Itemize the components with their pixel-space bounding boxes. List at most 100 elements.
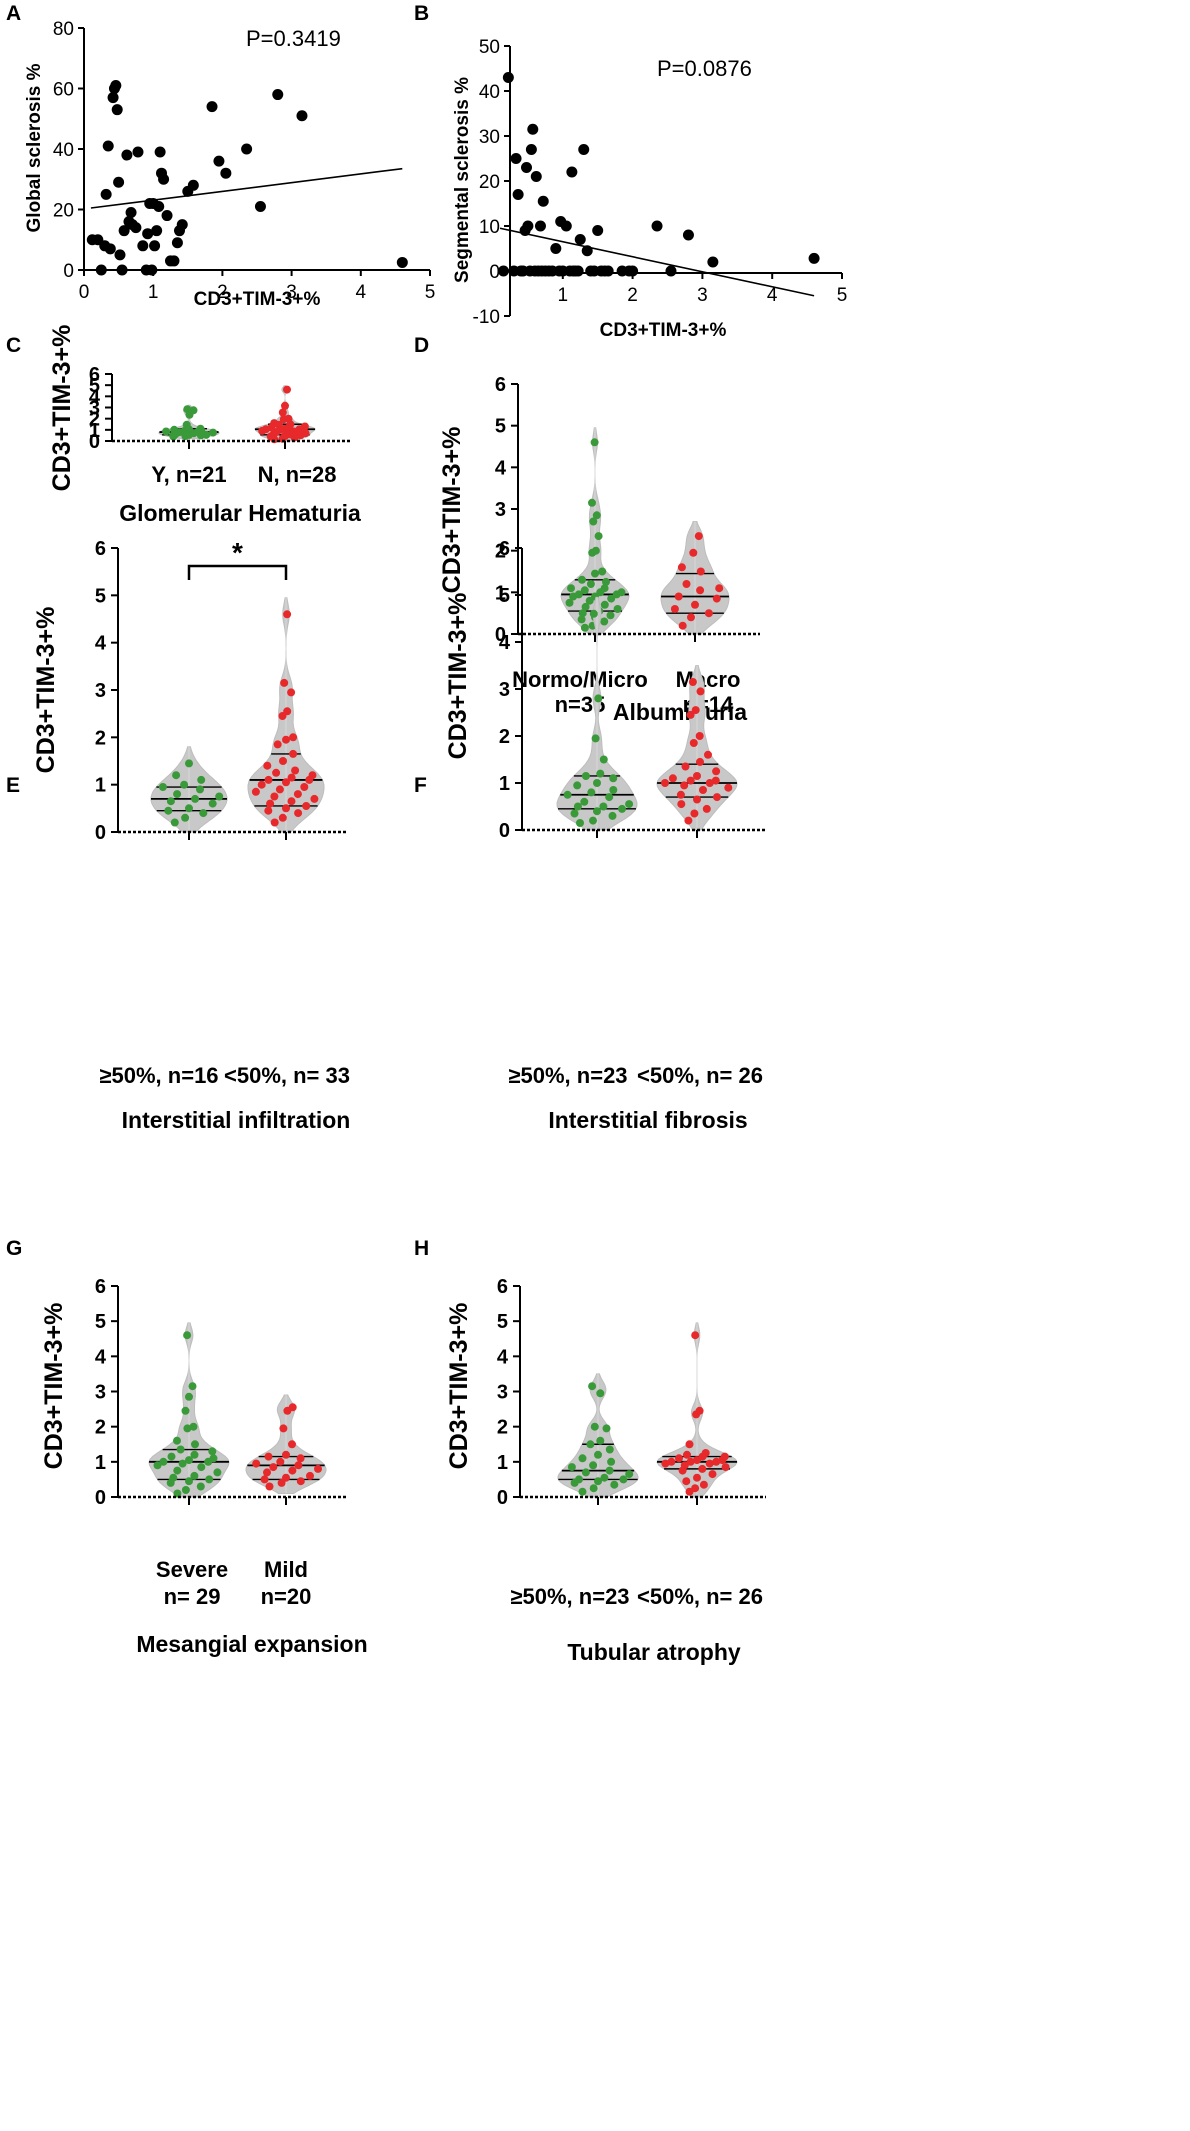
data-point [721, 1463, 730, 1472]
y-tick-label: 4 [495, 457, 507, 479]
data-point [181, 1486, 190, 1494]
data-point [698, 1464, 707, 1473]
y-tick-label: 5 [497, 1311, 508, 1333]
data-point [589, 609, 598, 618]
data-point [278, 408, 287, 417]
data-point [602, 265, 614, 277]
data-point [185, 804, 193, 813]
data-point [586, 1440, 595, 1449]
data-point [289, 733, 298, 742]
data-point [252, 1459, 261, 1468]
data-point [581, 1468, 590, 1477]
data-point [573, 802, 582, 811]
data-point [574, 234, 586, 245]
data-point [600, 600, 609, 609]
data-point [265, 1482, 274, 1491]
data-point [162, 427, 171, 436]
panel-label-b: B [414, 2, 429, 25]
y-tick-label: -10 [473, 307, 500, 328]
data-point [302, 802, 311, 810]
data-point [291, 766, 300, 775]
data-point [310, 794, 319, 803]
data-point [185, 759, 193, 768]
y-tick-label: 1 [89, 420, 100, 442]
x-axis-label: Albuminuria [613, 699, 747, 725]
data-point [196, 785, 204, 794]
y-tick-label: 2 [499, 726, 510, 748]
data-point [661, 779, 669, 787]
data-point [724, 783, 733, 792]
data-point [580, 623, 589, 632]
data-point [677, 563, 686, 572]
data-point [581, 772, 590, 780]
x-tick-label: 0 [79, 282, 90, 303]
data-point [185, 1392, 193, 1401]
data-point [279, 757, 287, 765]
data-point [283, 610, 292, 619]
data-point [294, 1461, 303, 1470]
y-tick-label: 0 [499, 820, 510, 842]
data-point [605, 1445, 614, 1454]
data-point [696, 567, 705, 576]
data-point [209, 1454, 218, 1463]
data-point [687, 613, 695, 622]
y-tick-label: 3 [95, 1382, 106, 1404]
data-point [610, 1480, 619, 1489]
data-point [281, 401, 289, 410]
data-point [289, 749, 298, 758]
x-tick-label: 2 [217, 282, 228, 303]
data-point [711, 776, 720, 785]
data-point [169, 1473, 178, 1482]
y-tick-label: 0 [489, 262, 500, 283]
data-point [808, 252, 820, 264]
data-point [158, 173, 170, 185]
data-point [563, 790, 572, 799]
data-point [190, 1471, 199, 1480]
y-tick-label: 1 [95, 1452, 106, 1474]
y-tick-label: 0 [497, 1487, 508, 1509]
data-point [627, 265, 639, 277]
data-point [270, 818, 279, 827]
data-point [550, 243, 562, 254]
x-tick-label: 5 [425, 282, 436, 303]
data-point [196, 1482, 205, 1491]
scatter-chart-segmental-sclerosis: -10 0 10 20 30 40 50 1 2 3 4 5 CD3+TIM-3+% Segmental … [452, 37, 847, 341]
data-point [512, 189, 524, 200]
data-point [670, 605, 679, 613]
data-point [161, 210, 173, 222]
data-point [284, 414, 293, 423]
data-point [185, 1477, 193, 1486]
y-tick-label: 4 [89, 386, 101, 408]
category-label: Normo/Micro [512, 667, 648, 692]
x-axis-label: CD3+TIM-3+% [600, 320, 727, 341]
y-tick-label: 5 [495, 416, 506, 438]
violin-chart-interstitial-infiltration: ≥50%, n=16 <50%, n= 33 0 1 2 3 4 5 6 CD3+TIM-3+% I… [32, 537, 350, 1133]
data-point [502, 72, 514, 83]
y-tick-label: 2 [89, 409, 100, 431]
y-tick-label: 0 [495, 624, 506, 646]
data-point [277, 1478, 286, 1487]
data-point [282, 804, 290, 813]
data-point [574, 590, 583, 599]
data-point [173, 1436, 181, 1445]
y-axis-label: CD3+TIM-3+% [445, 1303, 473, 1470]
data-point [182, 420, 191, 429]
category-label: <50%, n= 26 [637, 1063, 763, 1088]
data-point [497, 265, 509, 277]
data-point [600, 1473, 609, 1482]
data-point [176, 1445, 185, 1454]
data-point [196, 424, 205, 433]
data-point [149, 240, 161, 252]
y-tick-label: 2 [95, 727, 106, 749]
data-point [682, 229, 694, 241]
y-tick-label: 4 [95, 633, 107, 655]
data-point [705, 779, 714, 787]
data-point [107, 92, 119, 104]
data-point [189, 406, 198, 415]
scatter-chart-global-sclerosis: 0 20 40 60 80 0 1 2 3 4 5 CD3+TIM-3+% Global scleros… [24, 19, 435, 310]
data-point [273, 740, 282, 749]
data-point [699, 786, 707, 794]
significance-star: * [232, 537, 243, 568]
data-point [693, 795, 701, 804]
data-point [181, 813, 190, 822]
